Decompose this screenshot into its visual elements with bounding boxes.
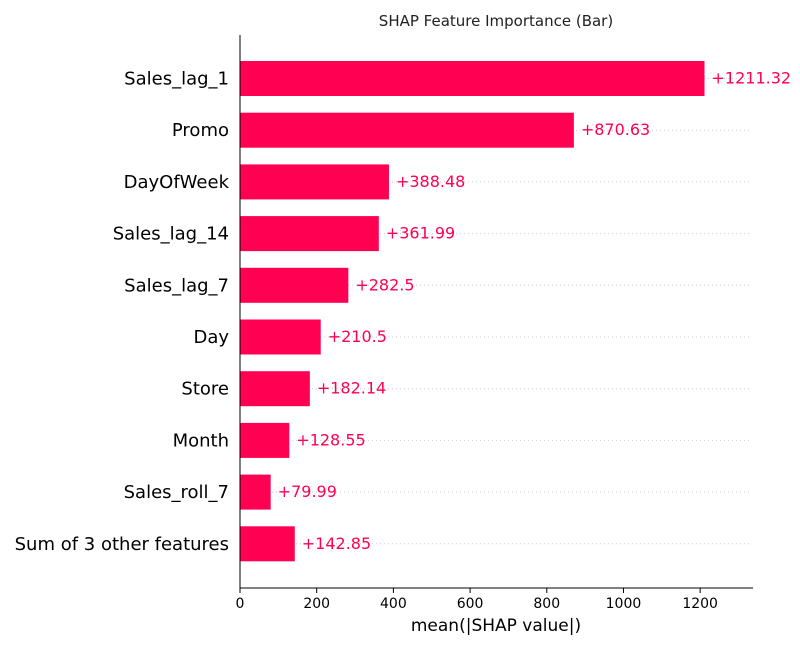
value-label: +361.99 (386, 224, 455, 243)
value-label: +182.14 (317, 379, 386, 398)
bar (240, 526, 295, 562)
value-label: +128.55 (296, 430, 365, 449)
x-tick-label: 400 (380, 596, 407, 612)
value-label: +142.85 (302, 534, 371, 553)
feature-label: Day (193, 327, 229, 348)
x-tick-label: 800 (533, 596, 560, 612)
x-tick-label: 1000 (606, 596, 642, 612)
feature-label: Sales_lag_7 (124, 275, 229, 296)
x-axis-label: mean(|SHAP value|) (411, 616, 581, 636)
value-labels: +1211.32 +870.63 +388.48 +361.99 +282.5 +210.… (278, 69, 791, 553)
x-tick-label: 1200 (682, 596, 718, 612)
bar (240, 61, 705, 96)
feature-label: Month (173, 430, 229, 451)
value-label: +870.63 (581, 120, 650, 139)
bars (240, 61, 705, 562)
bar (240, 371, 310, 407)
feature-label: DayOfWeek (124, 172, 230, 193)
x-tick-label: 200 (303, 596, 330, 612)
feature-label: Sales_lag_14 (113, 224, 229, 245)
feature-label: Store (181, 379, 229, 400)
bar (240, 319, 321, 355)
bar (240, 216, 379, 252)
value-label: +210.5 (328, 327, 387, 346)
bar (240, 112, 574, 148)
value-label: +282.5 (355, 275, 414, 294)
value-label: +1211.32 (712, 69, 792, 88)
feature-label: Sales_roll_7 (124, 482, 229, 503)
value-label: +388.48 (396, 172, 465, 191)
bar (240, 474, 271, 510)
guide-lines (240, 78, 750, 545)
bar (240, 422, 290, 458)
feature-labels: Sales_lag_1 Promo DayOfWeek Sales_lag_14 Sal… (15, 69, 230, 555)
x-tick-label: 0 (236, 596, 245, 612)
feature-label: Sales_lag_1 (124, 69, 229, 90)
value-label: +79.99 (278, 482, 337, 501)
axes (239, 35, 753, 589)
chart-title: SHAP Feature Importance (Bar) (379, 12, 613, 30)
feature-label: Promo (172, 120, 229, 141)
bar (240, 267, 349, 303)
x-ticks: 0 200 400 600 800 1000 1200 (236, 588, 718, 612)
x-tick-label: 600 (457, 596, 484, 612)
bar (240, 164, 389, 200)
feature-label: Sum of 3 other features (15, 534, 229, 555)
